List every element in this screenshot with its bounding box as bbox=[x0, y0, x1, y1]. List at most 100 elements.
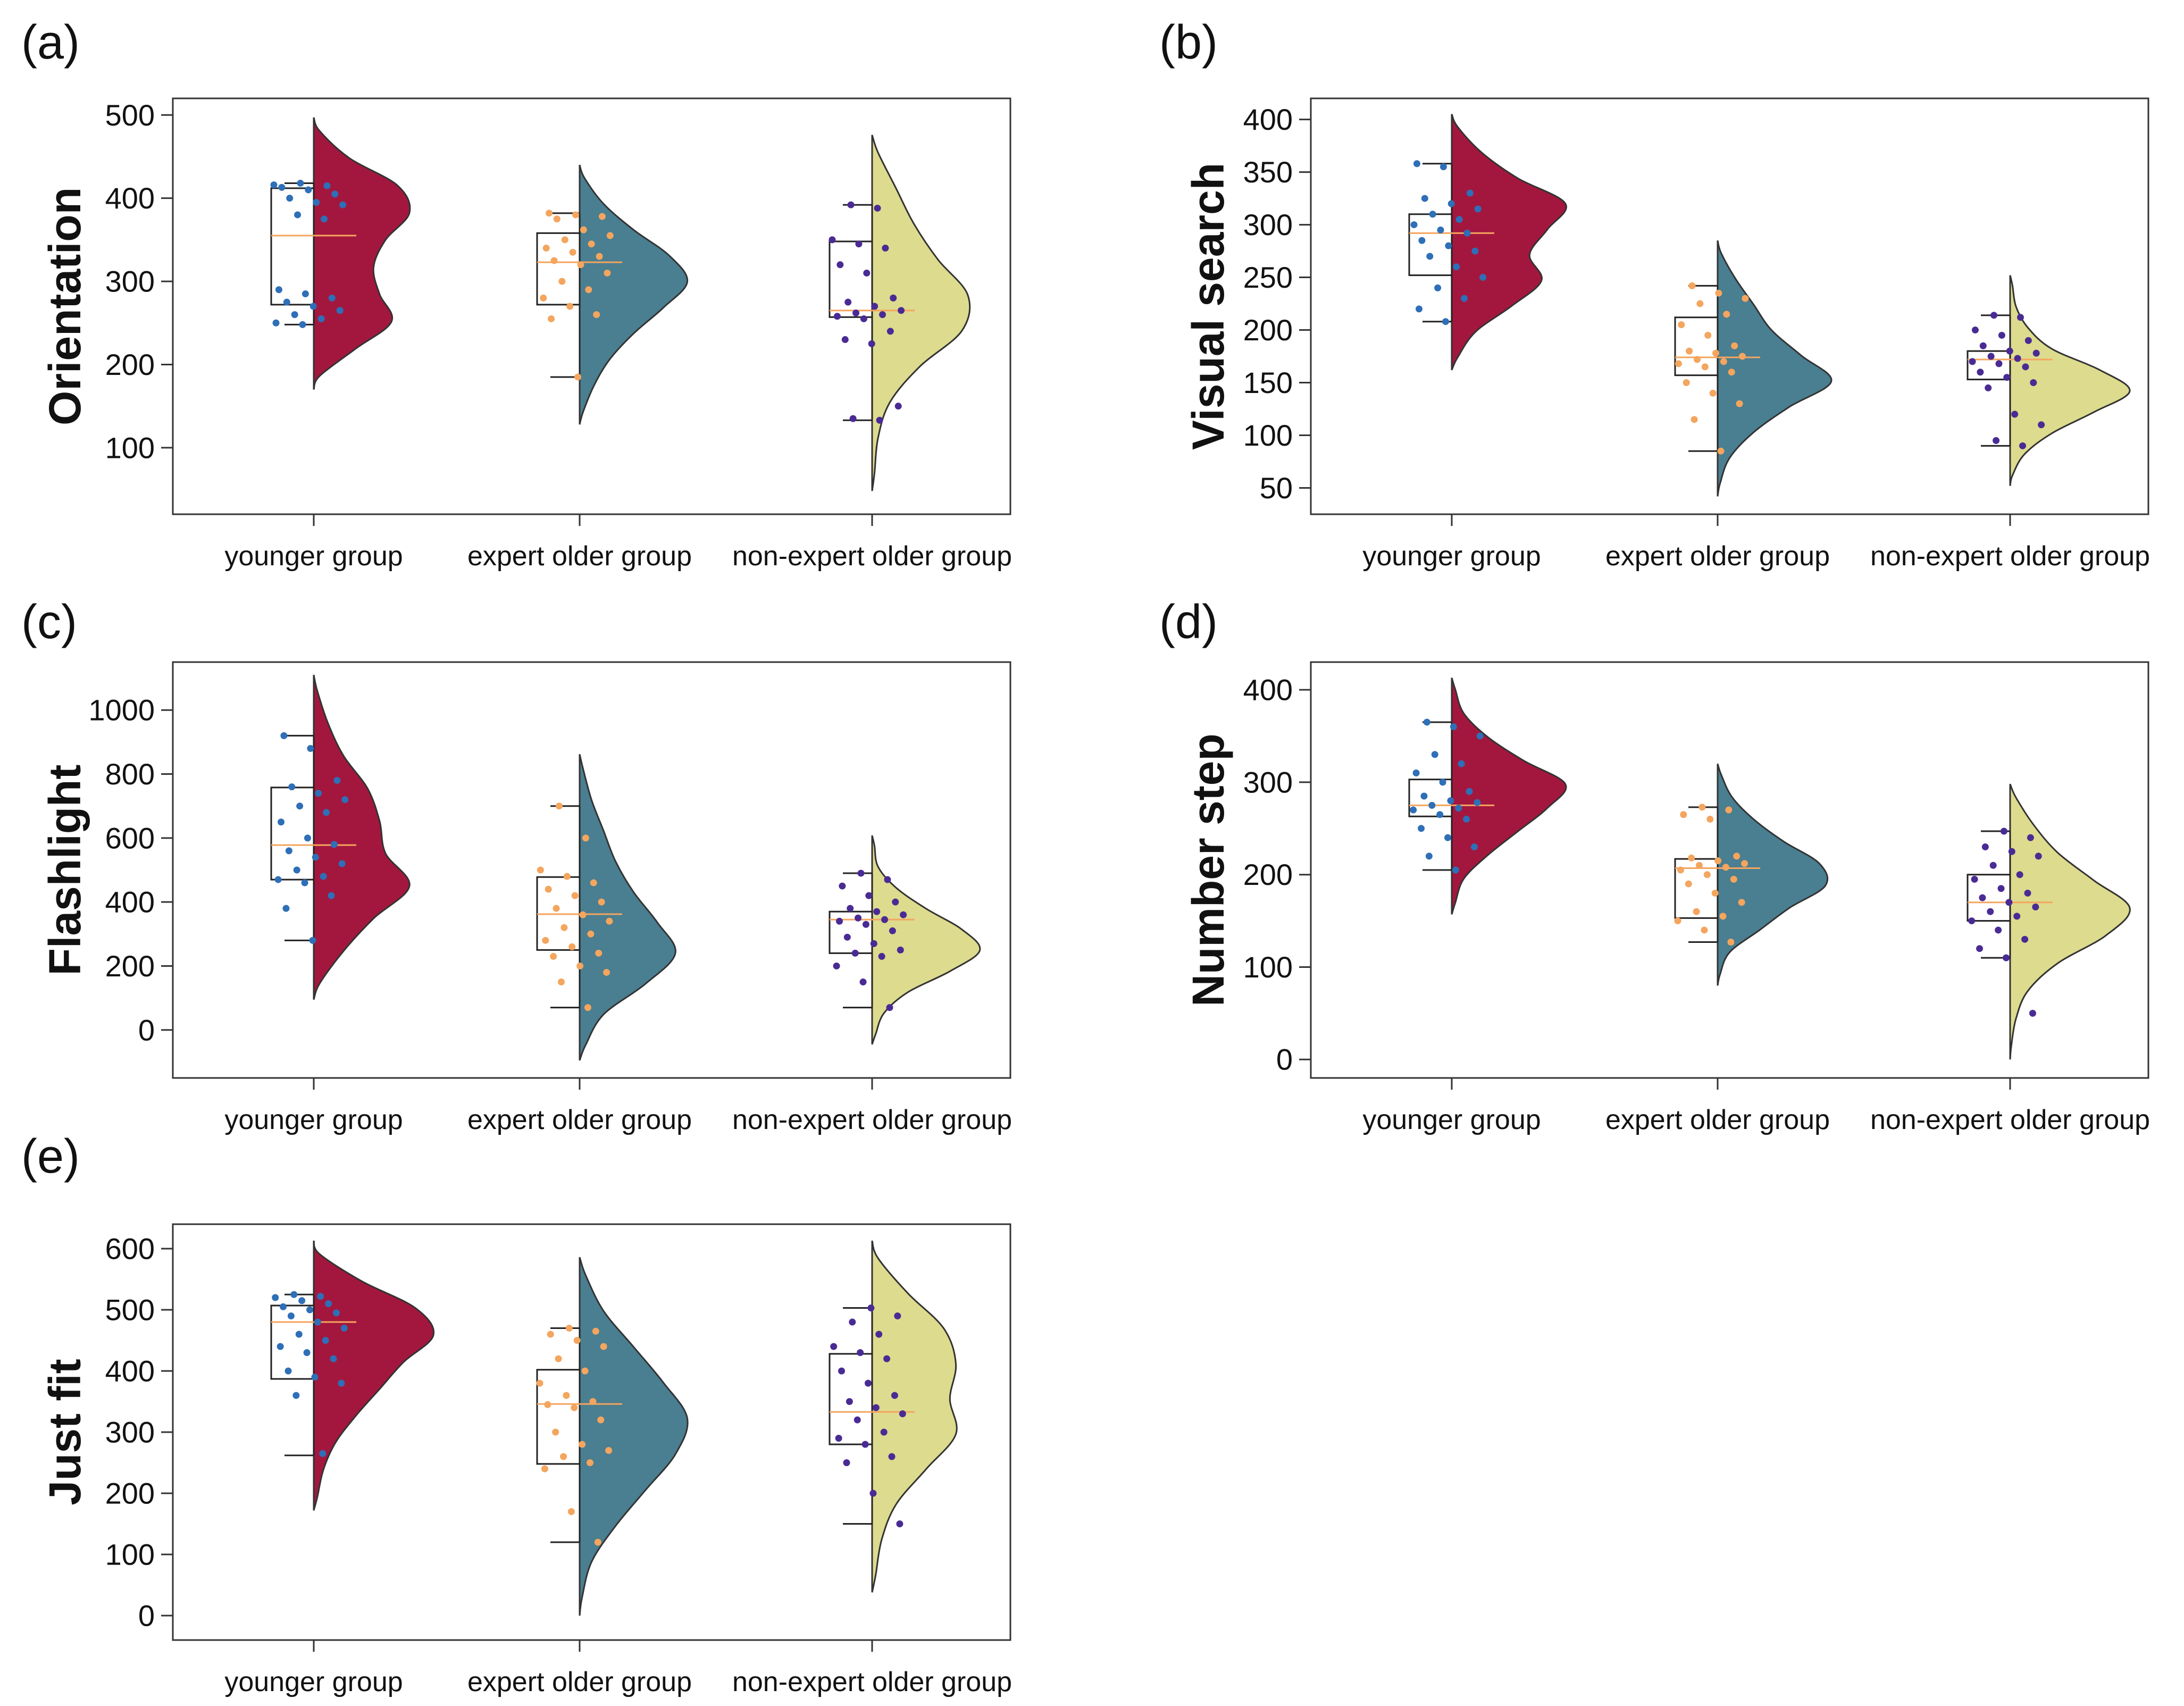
data-point bbox=[301, 879, 308, 887]
data-point bbox=[294, 211, 302, 219]
data-point bbox=[558, 278, 566, 285]
data-point bbox=[1425, 852, 1433, 860]
data-point bbox=[297, 180, 304, 187]
data-point bbox=[587, 1459, 593, 1466]
data-point bbox=[272, 1294, 279, 1301]
violin-half bbox=[1717, 240, 1832, 497]
y-tick-label: 200 bbox=[1243, 313, 1293, 347]
data-point bbox=[1683, 379, 1690, 387]
data-point bbox=[330, 1355, 337, 1362]
data-point bbox=[1701, 926, 1708, 934]
data-point bbox=[537, 866, 544, 874]
data-point bbox=[2011, 411, 2019, 418]
data-point bbox=[1701, 363, 1709, 371]
data-point bbox=[879, 311, 886, 319]
violin-half bbox=[1717, 763, 1829, 986]
data-point bbox=[2032, 904, 2039, 911]
data-point bbox=[290, 1291, 298, 1298]
data-point bbox=[293, 866, 300, 874]
data-point bbox=[547, 1331, 554, 1338]
data-point bbox=[2029, 1009, 2036, 1017]
data-point bbox=[565, 1325, 573, 1332]
data-point bbox=[579, 1441, 586, 1448]
box bbox=[829, 1353, 873, 1445]
x-tick-label: younger group bbox=[224, 1667, 403, 1697]
data-point bbox=[853, 1416, 861, 1424]
data-point bbox=[1730, 875, 1737, 883]
data-point bbox=[1709, 389, 1717, 397]
y-tick-label: 300 bbox=[1243, 765, 1293, 799]
data-point bbox=[880, 1428, 888, 1436]
chart-panel-4: (e) Just fit 0 100 200 300 400 500 600 younger gr… bbox=[21, 1130, 1012, 1697]
data-point bbox=[555, 802, 563, 810]
y-tick-label: 800 bbox=[105, 757, 155, 791]
data-point bbox=[1474, 799, 1481, 806]
data-point bbox=[1985, 384, 1992, 391]
data-point bbox=[1693, 356, 1701, 363]
violin-half bbox=[313, 674, 411, 1000]
data-point bbox=[574, 373, 582, 381]
data-point bbox=[1423, 718, 1430, 726]
violin-half bbox=[313, 1240, 435, 1511]
data-point bbox=[597, 1416, 605, 1424]
data-point bbox=[567, 1508, 575, 1515]
data-point bbox=[306, 1306, 313, 1314]
data-point bbox=[330, 841, 338, 848]
data-point bbox=[1413, 160, 1420, 168]
data-point bbox=[288, 783, 296, 791]
data-point bbox=[323, 809, 330, 816]
data-point bbox=[852, 310, 860, 317]
data-point bbox=[847, 201, 855, 208]
data-point bbox=[585, 286, 592, 294]
y-tick-label: 100 bbox=[1243, 950, 1293, 984]
x-tick-label: younger group bbox=[1362, 541, 1541, 572]
data-point bbox=[896, 1520, 903, 1527]
data-point bbox=[2024, 337, 2032, 344]
data-point bbox=[561, 236, 568, 244]
y-axis-label: Number step bbox=[1183, 733, 1233, 1006]
data-point bbox=[315, 790, 322, 797]
data-point bbox=[291, 311, 298, 319]
data-point bbox=[1434, 284, 1442, 291]
x-tick-label: expert older group bbox=[1605, 1105, 1830, 1135]
data-point bbox=[1461, 295, 1468, 302]
data-point bbox=[320, 873, 327, 880]
x-tick-label: expert older group bbox=[467, 1105, 692, 1135]
box bbox=[270, 1304, 315, 1380]
data-point bbox=[1711, 889, 1719, 897]
data-point bbox=[606, 232, 614, 239]
data-point bbox=[1981, 843, 1989, 851]
data-point bbox=[1428, 801, 1436, 809]
data-point bbox=[1995, 360, 2003, 367]
data-point bbox=[833, 313, 841, 320]
y-tick-label: 600 bbox=[105, 1232, 155, 1266]
data-point bbox=[296, 802, 304, 810]
y-axis-label: Flashlight bbox=[40, 765, 90, 976]
violin-half bbox=[1451, 678, 1567, 915]
data-point bbox=[582, 834, 589, 842]
box bbox=[1967, 350, 2011, 381]
data-point bbox=[593, 311, 600, 319]
data-point bbox=[835, 1435, 842, 1442]
violin-half bbox=[579, 1257, 689, 1616]
data-point bbox=[1416, 305, 1422, 313]
data-point bbox=[1977, 369, 1984, 376]
data-point bbox=[883, 1355, 891, 1362]
data-point bbox=[875, 1331, 883, 1338]
data-point bbox=[1736, 400, 1743, 407]
data-point bbox=[550, 257, 558, 264]
data-point bbox=[1714, 857, 1722, 865]
data-point bbox=[1703, 871, 1711, 879]
data-point bbox=[1715, 289, 1722, 297]
chart-panel-0: (a) Orientation 100 200 300 400 500 younger gro… bbox=[21, 16, 1012, 572]
violin-half bbox=[2009, 783, 2131, 1060]
data-point bbox=[1725, 806, 1733, 814]
data-point bbox=[871, 303, 878, 310]
data-point bbox=[1987, 353, 1995, 360]
y-tick-label: 0 bbox=[138, 1599, 155, 1633]
y-tick-label: 500 bbox=[105, 1293, 155, 1327]
violin-half bbox=[871, 835, 981, 1045]
data-point bbox=[861, 1441, 869, 1448]
data-point bbox=[1479, 274, 1487, 281]
box bbox=[1674, 316, 1719, 377]
